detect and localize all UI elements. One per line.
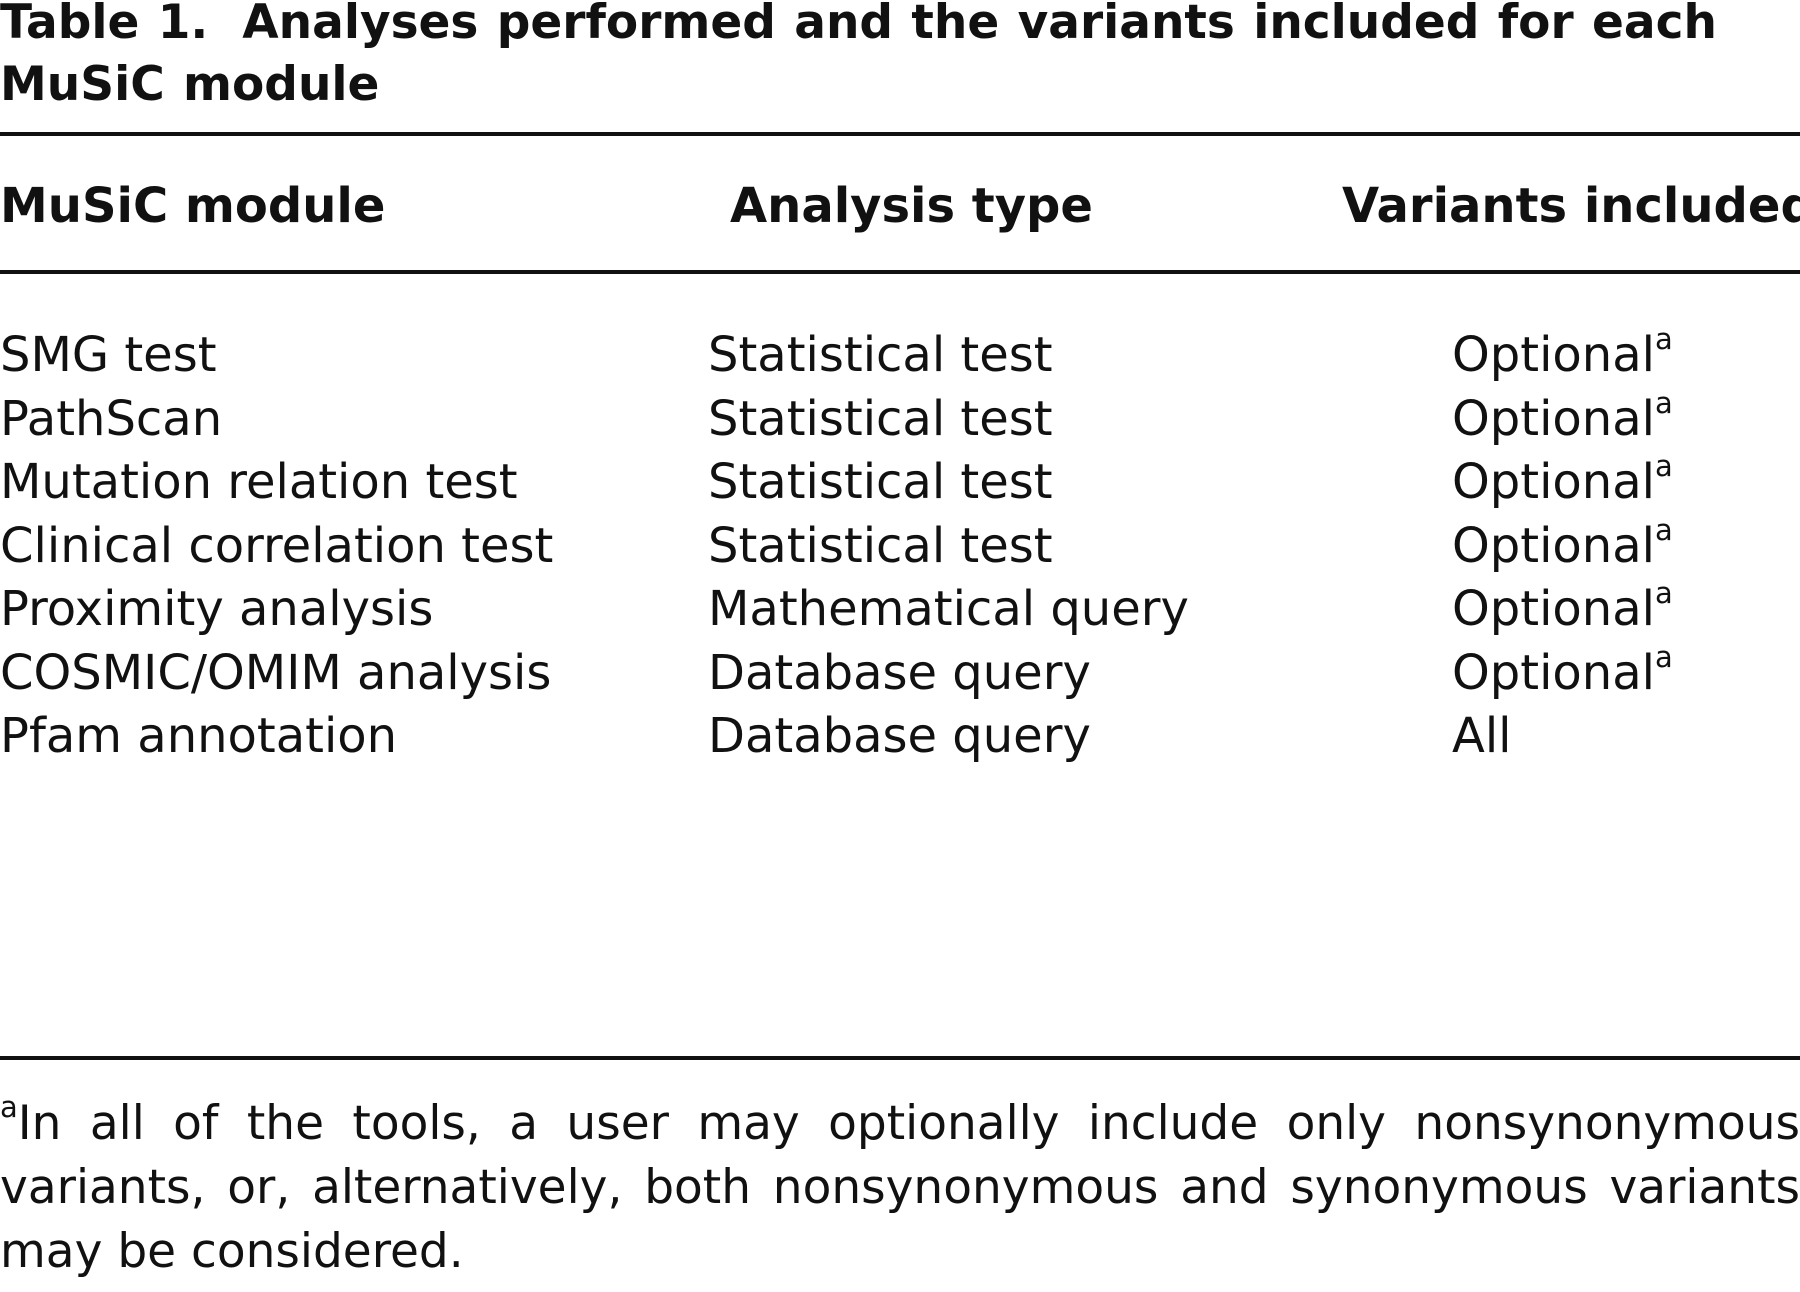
module-cell: PathScan: [0, 390, 223, 447]
footnote-mark: a: [0, 1090, 18, 1124]
module-cell: Clinical correlation test: [0, 517, 554, 574]
variants-value: Optional: [1452, 644, 1655, 701]
module-cell: Proximity analysis: [0, 581, 434, 637]
table-row: Mutation relation test Statistical test …: [0, 451, 1800, 515]
variants-value: Optional: [1452, 454, 1655, 510]
footnote-mark: a: [1654, 385, 1673, 420]
footnote-mark: a: [1654, 576, 1673, 610]
table-row: Proximity analysis Mathematical query Op…: [0, 578, 1800, 642]
variants-value: All: [1452, 708, 1512, 764]
footnote-text: In all of the tools, a user may optional…: [0, 1096, 1800, 1279]
table-body: SMG test Statistical test Optionala Path…: [0, 324, 1800, 769]
variants-cell: All: [1452, 705, 1800, 769]
bottom-rule: [0, 1056, 1800, 1060]
analysis-cell: Database query: [708, 644, 1091, 701]
module-cell: COSMIC/OMIM analysis: [0, 644, 552, 701]
top-rule: [0, 132, 1800, 136]
table-row: Pfam annotation Database query All: [0, 705, 1800, 769]
table-row: COSMIC/OMIM analysis Database query Opti…: [0, 642, 1800, 706]
table-footnote: aIn all of the tools, a user may optiona…: [0, 1092, 1800, 1284]
module-cell: Pfam annotation: [0, 708, 398, 764]
analysis-cell: Database query: [708, 708, 1091, 764]
footnote-mark: a: [1654, 449, 1673, 483]
analysis-cell: Statistical test: [708, 390, 1053, 447]
table-caption-text: Analyses performed and the variants incl…: [0, 0, 1717, 112]
footnote-mark: a: [1654, 322, 1673, 356]
table-row: Clinical correlation test Statistical te…: [0, 515, 1800, 579]
footnote-mark: a: [1654, 512, 1673, 547]
analysis-cell: Mathematical query: [708, 581, 1189, 637]
variants-cell: Optionala: [1452, 324, 1800, 388]
variants-cell: Optionala: [1452, 388, 1800, 452]
variants-cell: Optionala: [1452, 515, 1800, 579]
footnote-mark: a: [1654, 639, 1673, 674]
column-header-analysis-type: Analysis type: [730, 178, 1093, 234]
variants-value: Optional: [1452, 581, 1655, 637]
table-caption-label: Table 1.: [0, 0, 209, 50]
column-header-module: MuSiC module: [0, 178, 386, 234]
table-caption: Table 1. Analyses performed and the varia…: [0, 0, 1800, 116]
table-row: PathScan Statistical test Optionala: [0, 388, 1800, 452]
header-rule: [0, 270, 1800, 274]
module-cell: Mutation relation test: [0, 454, 518, 510]
variants-cell: Optionala: [1452, 451, 1800, 515]
table-row: SMG test Statistical test Optionala: [0, 324, 1800, 388]
analysis-cell: Statistical test: [708, 327, 1053, 383]
variants-value: Optional: [1452, 327, 1655, 383]
variants-value: Optional: [1452, 517, 1655, 574]
analysis-cell: Statistical test: [708, 454, 1053, 510]
variants-value: Optional: [1452, 390, 1655, 447]
column-header-variants-included: Variants included: [1342, 178, 1800, 234]
module-cell: SMG test: [0, 327, 217, 383]
variants-cell: Optionala: [1452, 578, 1800, 642]
variants-cell: Optionala: [1452, 642, 1800, 706]
analysis-cell: Statistical test: [708, 517, 1053, 574]
